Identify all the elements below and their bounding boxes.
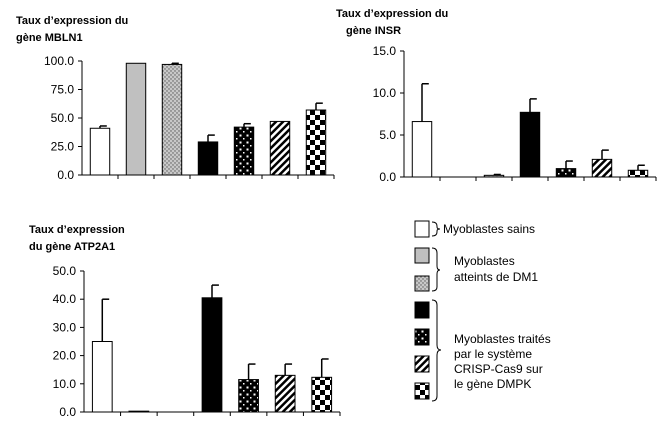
legend-label-crispr-line4: le gène DMPK [454, 377, 531, 391]
chart-insr-bar [555, 168, 577, 178]
legend-swatch-crispr-black [414, 301, 430, 319]
chart-mbln1-bar [197, 141, 219, 176]
legend-label-crispr-line1: Myoblastes traités [454, 332, 551, 346]
chart-atp2a1-ytick-label: 30.0 [53, 320, 77, 334]
chart-insr-ytick-label: 5.0 [379, 128, 396, 142]
legend-swatch-dm1-gray [414, 247, 430, 264]
chart-mbln1-title-line1: Taux d’expression du [16, 15, 128, 27]
legend-brace-healthy [431, 221, 441, 237]
chart-mbln1-ytick-label: 0.0 [57, 168, 74, 182]
chart-atp2a1-bar [311, 376, 333, 413]
legend-swatch-healthy [414, 220, 430, 238]
chart-atp2a1-bar [274, 374, 296, 413]
chart-mbln1-title-line2: gène MBLN1 [16, 32, 83, 44]
legend-brace-dm1 [431, 247, 441, 292]
legend-label-crispr-line2: par le système [454, 347, 532, 361]
chart-insr-bar [591, 158, 613, 178]
legend-label-healthy: Myoblastes sains [443, 222, 535, 236]
chart-atp2a1-title-line1: Taux d’expression [29, 224, 125, 236]
chart-atp2a1-ytick-label: 20.0 [53, 349, 77, 363]
chart-insr-ytick-label: 0.0 [379, 170, 396, 184]
chart-atp2a1-bar [238, 379, 259, 413]
chart-mbln1-ytick-label: 75.0 [51, 83, 75, 97]
chart-insr-title-line2: gène INSR [346, 25, 401, 37]
chart-insr-ytick-label: 15.0 [373, 44, 397, 58]
chart-atp2a1-bar [91, 341, 113, 413]
chart-insr-bar [519, 111, 541, 178]
legend-brace-crispr [431, 299, 442, 402]
legend-swatch-crispr-stripes [414, 355, 430, 373]
chart-atp2a1-ytick-label: 10.0 [53, 377, 77, 391]
legend-swatch-crispr-dots [414, 328, 430, 346]
chart-mbln1-ytick-label: 100.0 [44, 54, 74, 68]
chart-atp2a1-ytick-label: 40.0 [53, 292, 77, 306]
chart-mbln1-bar [89, 127, 111, 176]
chart-insr-bar [411, 121, 433, 178]
chart-mbln1-bar [305, 109, 327, 176]
chart-mbln1-ytick-label: 50.0 [51, 111, 75, 125]
chart-insr-title-line1: Taux d’expression du [336, 8, 448, 20]
chart-atp2a1-title-line2: du gène ATP2A1 [29, 241, 115, 253]
chart-insr-ytick-label: 10.0 [373, 86, 397, 100]
legend-swatch-dm1-dots [414, 275, 430, 292]
charts-layer: 0.0 25.0 50.0 75.0 100.0 0.0 5.0 10.0 15.0 0.0 10.… [44, 44, 657, 419]
chart-insr-bar [627, 169, 649, 178]
chart-atp2a1-ytick-label: 0.0 [59, 405, 76, 419]
chart-mbln1-bar [233, 126, 255, 176]
legend-label-dm1-line2: atteints de DM1 [454, 270, 538, 284]
chart-mbln1-ytick-label: 25.0 [51, 140, 75, 154]
chart-mbln1-bar [125, 62, 147, 176]
legend-label-crispr-line3: CRISP-Cas9 sur [454, 362, 543, 376]
legend-label-dm1-line1: Myoblastes [454, 254, 515, 268]
legend: Myoblastes sains Myoblastes atteints de … [414, 220, 551, 402]
chart-atp2a1-bar [201, 297, 223, 413]
chart-mbln1-bar [161, 63, 183, 176]
chart-atp2a1-ytick-label: 50.0 [53, 264, 77, 278]
chart-mbln1-bar [269, 120, 291, 176]
legend-swatch-crispr-checker [414, 382, 430, 400]
